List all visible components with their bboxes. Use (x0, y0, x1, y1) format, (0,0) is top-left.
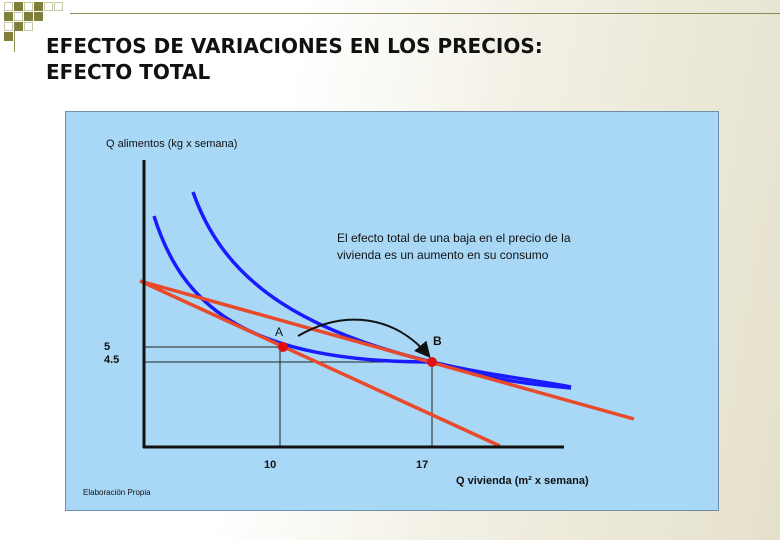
point-b-label: B (433, 334, 442, 348)
movement-arrow (297, 318, 431, 359)
annotation-line-2: vivienda es un aumento en su consumo (337, 248, 549, 262)
x-axis-label: Q vivienda (m² x semana) (456, 475, 589, 487)
graph-panel: Q alimentos (kg x semana) El efecto tota… (65, 111, 719, 511)
indifference-curve-2 (191, 191, 572, 390)
point-a-marker (278, 342, 288, 352)
slide-title: EFECTOS DE VARIACIONES EN LOS PRECIOS: E… (46, 33, 746, 85)
y-axis-label: Q alimentos (kg x semana) (106, 138, 238, 150)
point-a-label: A (275, 325, 284, 339)
budget-line-new (139, 279, 635, 421)
point-b-marker (427, 357, 437, 367)
y-tick-4-5: 4.5 (104, 354, 120, 366)
y-tick-5: 5 (104, 341, 111, 353)
indifference-curve-1 (152, 215, 572, 389)
indifference-diagram (139, 160, 635, 449)
slide-title-line-1: EFECTOS DE VARIACIONES EN LOS PRECIOS: (46, 34, 543, 58)
annotation-line-1: El efecto total de una baja en el precio… (337, 231, 571, 245)
x-tick-17: 17 (416, 459, 429, 471)
x-tick-10: 10 (264, 459, 277, 471)
source-note: Elaboración Propia (83, 488, 151, 497)
budget-line-original (139, 279, 501, 448)
slide-title-line-2: EFECTO TOTAL (46, 60, 211, 84)
